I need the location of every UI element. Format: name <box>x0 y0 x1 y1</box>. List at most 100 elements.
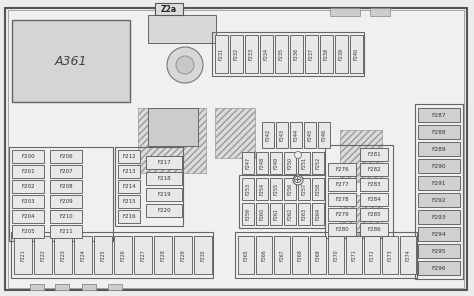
Text: F204: F204 <box>21 214 35 219</box>
Bar <box>418 159 460 173</box>
Bar <box>50 150 82 163</box>
Text: F260: F260 <box>259 208 264 220</box>
Text: F294: F294 <box>432 231 447 237</box>
Bar <box>360 163 388 176</box>
Bar <box>418 227 460 241</box>
Bar <box>148 15 216 43</box>
Bar <box>290 35 303 73</box>
Text: F264: F264 <box>316 208 320 220</box>
Bar <box>12 195 44 208</box>
Text: F256: F256 <box>288 183 292 195</box>
Text: F273: F273 <box>388 249 392 261</box>
Text: F246: F246 <box>321 129 327 141</box>
Text: F291: F291 <box>432 181 446 186</box>
Bar <box>260 35 273 73</box>
Text: F224: F224 <box>81 249 85 261</box>
Text: F271: F271 <box>352 249 356 261</box>
Text: F242: F242 <box>265 129 271 141</box>
Bar <box>118 195 140 208</box>
Text: F203: F203 <box>21 199 35 204</box>
Text: F216: F216 <box>122 214 136 219</box>
Circle shape <box>294 152 301 158</box>
Bar <box>418 244 460 258</box>
Bar <box>305 35 318 73</box>
Bar <box>239 175 325 228</box>
Bar <box>146 204 182 217</box>
Text: F230: F230 <box>201 249 206 261</box>
Bar <box>50 210 82 223</box>
Bar <box>312 203 324 225</box>
Bar <box>284 152 296 174</box>
Bar <box>12 225 44 238</box>
Text: F235: F235 <box>279 48 284 60</box>
Bar <box>146 172 182 185</box>
Text: F262: F262 <box>288 208 292 220</box>
Text: F227: F227 <box>140 249 146 261</box>
Bar <box>304 122 316 148</box>
Bar <box>415 104 463 279</box>
Text: F210: F210 <box>59 214 73 219</box>
Bar <box>335 35 348 73</box>
Bar <box>12 180 44 193</box>
Bar <box>360 178 388 191</box>
Text: F283: F283 <box>367 182 381 187</box>
Text: F269: F269 <box>316 249 320 261</box>
Bar <box>50 225 82 238</box>
Text: F217: F217 <box>157 160 171 165</box>
Text: F223: F223 <box>61 249 65 261</box>
Bar <box>328 178 356 191</box>
Text: F220: F220 <box>157 208 171 213</box>
Bar <box>154 236 172 274</box>
Text: F290: F290 <box>432 163 447 168</box>
Bar <box>312 178 324 200</box>
Text: F218: F218 <box>157 176 171 181</box>
Text: F208: F208 <box>59 184 73 189</box>
Text: F279: F279 <box>335 212 349 217</box>
Bar <box>194 236 212 274</box>
Bar <box>318 122 330 148</box>
Text: F201: F201 <box>21 169 35 174</box>
Bar <box>82 284 96 290</box>
Bar <box>360 193 388 206</box>
Bar <box>82 284 96 290</box>
Bar <box>325 145 393 238</box>
Bar <box>50 165 82 178</box>
Text: F276: F276 <box>335 167 349 172</box>
Text: F237: F237 <box>309 48 314 60</box>
Text: F268: F268 <box>298 249 302 261</box>
Bar <box>55 284 69 290</box>
Text: F267: F267 <box>280 249 284 261</box>
Circle shape <box>176 56 194 74</box>
Bar <box>340 130 382 182</box>
Text: F225: F225 <box>100 249 106 261</box>
Text: F258: F258 <box>316 183 320 195</box>
Text: F228: F228 <box>161 249 165 261</box>
Bar <box>256 203 268 225</box>
Bar <box>382 236 398 274</box>
Bar <box>262 122 274 148</box>
Text: F293: F293 <box>432 215 447 220</box>
Bar <box>328 236 344 274</box>
Bar <box>14 236 32 274</box>
Text: F239: F239 <box>339 48 344 60</box>
Text: F215: F215 <box>122 199 136 204</box>
Bar <box>30 284 44 290</box>
Text: ⊕: ⊕ <box>293 175 303 185</box>
Text: F219: F219 <box>157 192 171 197</box>
Text: F253: F253 <box>246 183 250 195</box>
Bar <box>256 178 268 200</box>
Text: F222: F222 <box>40 249 46 261</box>
Bar <box>174 236 192 274</box>
Text: F212: F212 <box>122 154 136 159</box>
Text: F287: F287 <box>432 112 447 118</box>
Bar <box>12 165 44 178</box>
Bar <box>50 180 82 193</box>
Bar <box>284 203 296 225</box>
Text: F282: F282 <box>367 167 381 172</box>
Text: F281: F281 <box>367 152 381 157</box>
Bar <box>290 122 302 148</box>
Bar <box>360 208 388 221</box>
Text: F238: F238 <box>324 48 329 60</box>
Text: F250: F250 <box>288 157 292 169</box>
Text: F251: F251 <box>301 157 307 169</box>
